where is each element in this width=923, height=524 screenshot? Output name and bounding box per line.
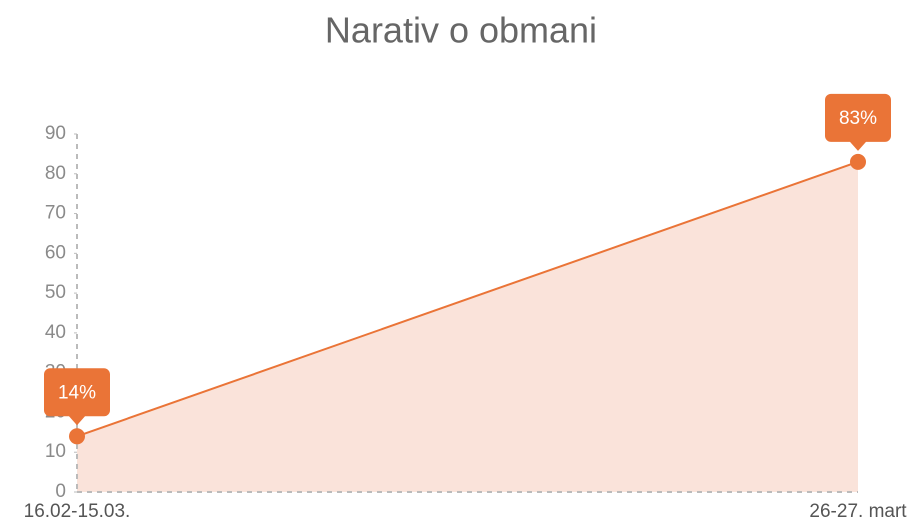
y-tick-label: 90 <box>45 123 66 144</box>
area <box>77 161 858 492</box>
y-tick-label: 0 <box>55 481 66 502</box>
point <box>850 153 866 170</box>
y-tick-label: 60 <box>45 242 66 263</box>
callout <box>44 368 110 426</box>
x-tick-label: 16.02-15.03. <box>24 501 131 522</box>
value-label: 83% <box>839 108 877 129</box>
value-label: 14% <box>58 382 96 403</box>
point <box>69 428 85 445</box>
y-tick-label: 50 <box>45 282 66 303</box>
chart-title: Narativ o obmani <box>325 10 597 51</box>
y-tick-label: 80 <box>45 163 66 184</box>
x-tick-label: 26-27. mart <box>809 501 907 522</box>
y-tick-label: 10 <box>45 441 66 462</box>
y-tick-label: 40 <box>45 322 66 343</box>
y-tick-label: 70 <box>45 203 66 224</box>
callout <box>825 93 891 151</box>
line <box>76 160 859 438</box>
